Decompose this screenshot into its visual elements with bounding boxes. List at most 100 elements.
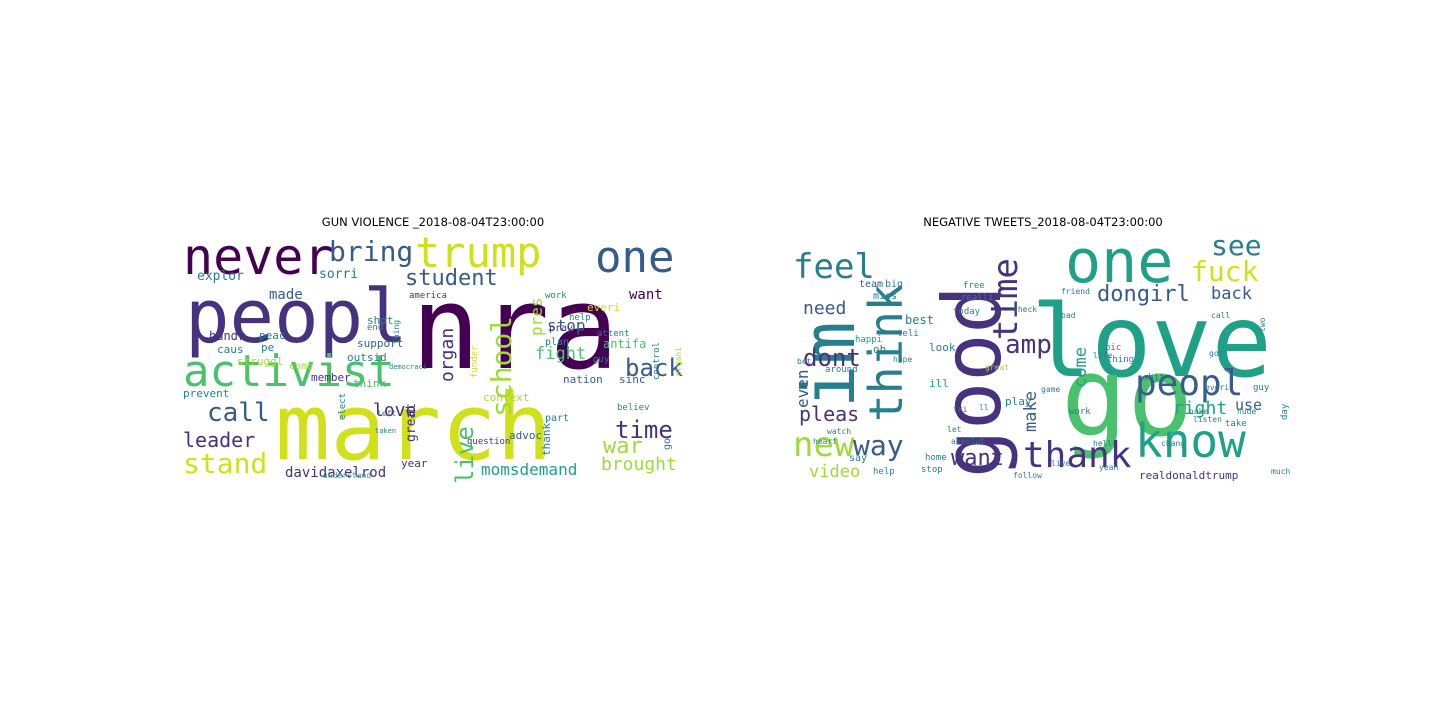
cloud-word: oh [873, 343, 887, 356]
cloud-word: march [275, 374, 552, 481]
cloud-word: live [1051, 459, 1071, 468]
cloud-word: fuck [1191, 255, 1259, 288]
cloud-word: check [1013, 305, 1038, 314]
cloud-word: context [483, 391, 530, 404]
cloud-word: want [629, 287, 663, 303]
cloud-word: pres [527, 297, 546, 336]
cloud-word: realdonaldtrump [1139, 469, 1239, 482]
cloud-word: funder [470, 345, 480, 378]
cloud-word: peopl [185, 274, 408, 360]
cloud-word: think [353, 377, 387, 390]
cloud-word: organi [674, 347, 683, 376]
cloud-word: know [1135, 414, 1246, 468]
cloud-word: caus [217, 343, 244, 356]
cloud-word: pleas [799, 402, 860, 426]
panel-title: GUN VIOLENCE _2018-08-04T23:00:00 [321, 215, 545, 229]
cloud-word: best [905, 313, 934, 327]
cloud-word: work [1069, 407, 1091, 417]
cloud-word: prevent [183, 387, 230, 400]
cloud-word: say [849, 453, 868, 464]
cloud-word: made [269, 287, 303, 303]
cloud-word: sinc [619, 373, 646, 386]
cloud-word: fight [535, 344, 587, 364]
cloud-word: heart [813, 437, 838, 446]
cloud-word: go [1061, 333, 1194, 461]
cloud-word: thing [392, 319, 401, 344]
cloud-word: ll [979, 403, 989, 412]
cloud-word: tri [953, 405, 968, 414]
cloud-word: take [1225, 419, 1247, 429]
cloud-word: even [793, 369, 812, 408]
cloud-word: time [986, 258, 1026, 340]
cloud-word: left [377, 409, 397, 418]
cloud-word: love [373, 400, 417, 421]
cloud-word: nake [1189, 407, 1209, 416]
cloud-word: big [885, 279, 904, 290]
cloud-word: pic [1105, 343, 1122, 353]
cloud-word: want [951, 446, 1004, 471]
cloud-word: elect [338, 392, 348, 420]
cloud-word: home [925, 453, 947, 463]
cloud-word: america [409, 291, 447, 301]
cloud-word: momsdemand [481, 460, 578, 479]
cloud-word: need [803, 298, 847, 319]
cloud-word: taken [375, 427, 397, 435]
cloud-word: bring [329, 235, 414, 268]
cloud-word: life [1093, 351, 1113, 360]
wordcloud-panel-negative-tweets: NEGATIVE TWEETS_2018-08-04T23:00:00 love… [793, 213, 1293, 485]
cloud-word: nude [1237, 407, 1257, 416]
cloud-word: go [662, 437, 673, 450]
cloud-word: support [357, 337, 404, 350]
cloud-word: two [1258, 317, 1267, 332]
cloud-word: let [947, 425, 962, 434]
cloud-word: organ [437, 327, 458, 382]
cloud-word: see [1211, 232, 1262, 262]
cloud-word: today [953, 307, 981, 317]
cloud-word: advoc [509, 429, 543, 442]
cloud-word: trump [415, 232, 542, 277]
cloud-word: ill [929, 377, 949, 390]
cloud-word: miss [873, 291, 898, 302]
cloud-word: never [183, 232, 334, 286]
cloud-word: stand [183, 447, 268, 480]
cloud-word: stop [921, 465, 943, 475]
cloud-word: video [809, 462, 861, 482]
cloud-word: peac [259, 329, 286, 342]
cloud-word: outsid [347, 351, 387, 364]
cloud-word: feel [793, 247, 875, 287]
cloud-word: back [625, 354, 683, 382]
cloud-word: right [1173, 398, 1228, 419]
cloud-word: time [615, 416, 673, 444]
cloud-word: stop [547, 316, 586, 335]
cloud-word: explor [197, 269, 244, 284]
cloud-word: great [985, 363, 1010, 372]
cloud-word: game [1041, 385, 1061, 394]
cloud-word: great [404, 402, 419, 442]
cloud-word: bad [1061, 311, 1076, 320]
cloud-word: hundr [209, 329, 246, 343]
cloud-word: team [859, 279, 884, 290]
cloud-word: call [207, 398, 270, 428]
cloud-word: pray [549, 323, 574, 334]
cloud-word: yeah [1099, 463, 1119, 472]
cloud-word: thing [1107, 355, 1135, 365]
cloud-word: one [595, 232, 675, 283]
cloud-word: realli [961, 293, 994, 303]
cloud-word: control [652, 342, 662, 380]
cloud-word: shot [367, 314, 394, 327]
cloud-word: help [873, 467, 895, 477]
cloud-word: watch [827, 427, 852, 436]
cloud-word: plan [545, 337, 570, 348]
cloud-word: guy [1253, 383, 1270, 393]
cloud-word: activist [183, 346, 395, 397]
cloud-word: look [929, 341, 956, 354]
cloud-word: got [1209, 349, 1224, 358]
cloud-word: question [467, 437, 511, 447]
cloud-word: chang [1161, 439, 1186, 448]
cloud-word: attent [597, 329, 630, 339]
cloud-word: bet [797, 357, 812, 366]
cloud-word: thank [1023, 435, 1132, 476]
cloud-word: war [603, 434, 643, 459]
cloud-word: come [1071, 347, 1091, 388]
cloud-word: come [289, 361, 314, 372]
